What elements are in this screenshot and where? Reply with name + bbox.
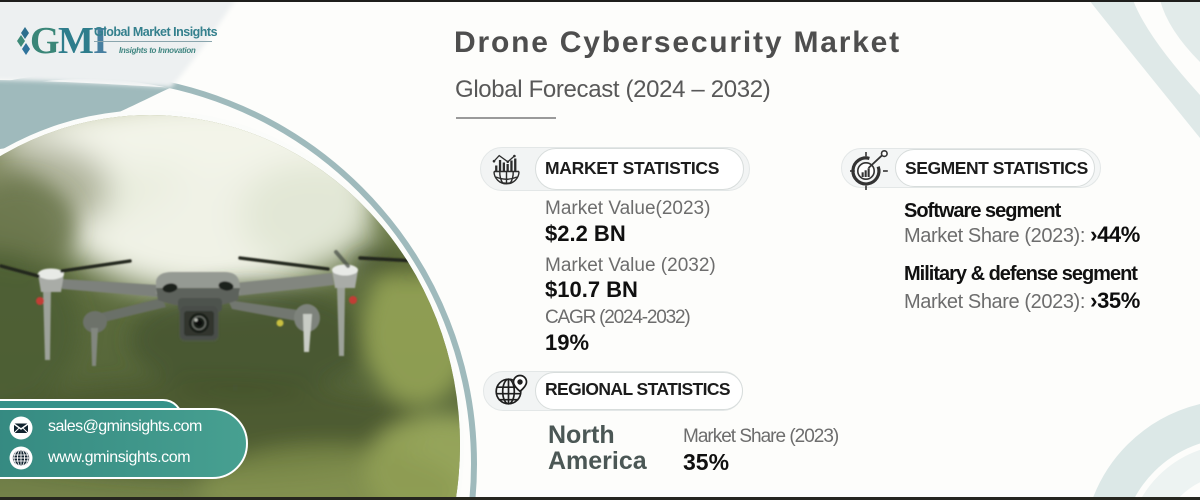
svg-text:M: M [58, 22, 94, 62]
svg-text:G: G [30, 22, 60, 62]
